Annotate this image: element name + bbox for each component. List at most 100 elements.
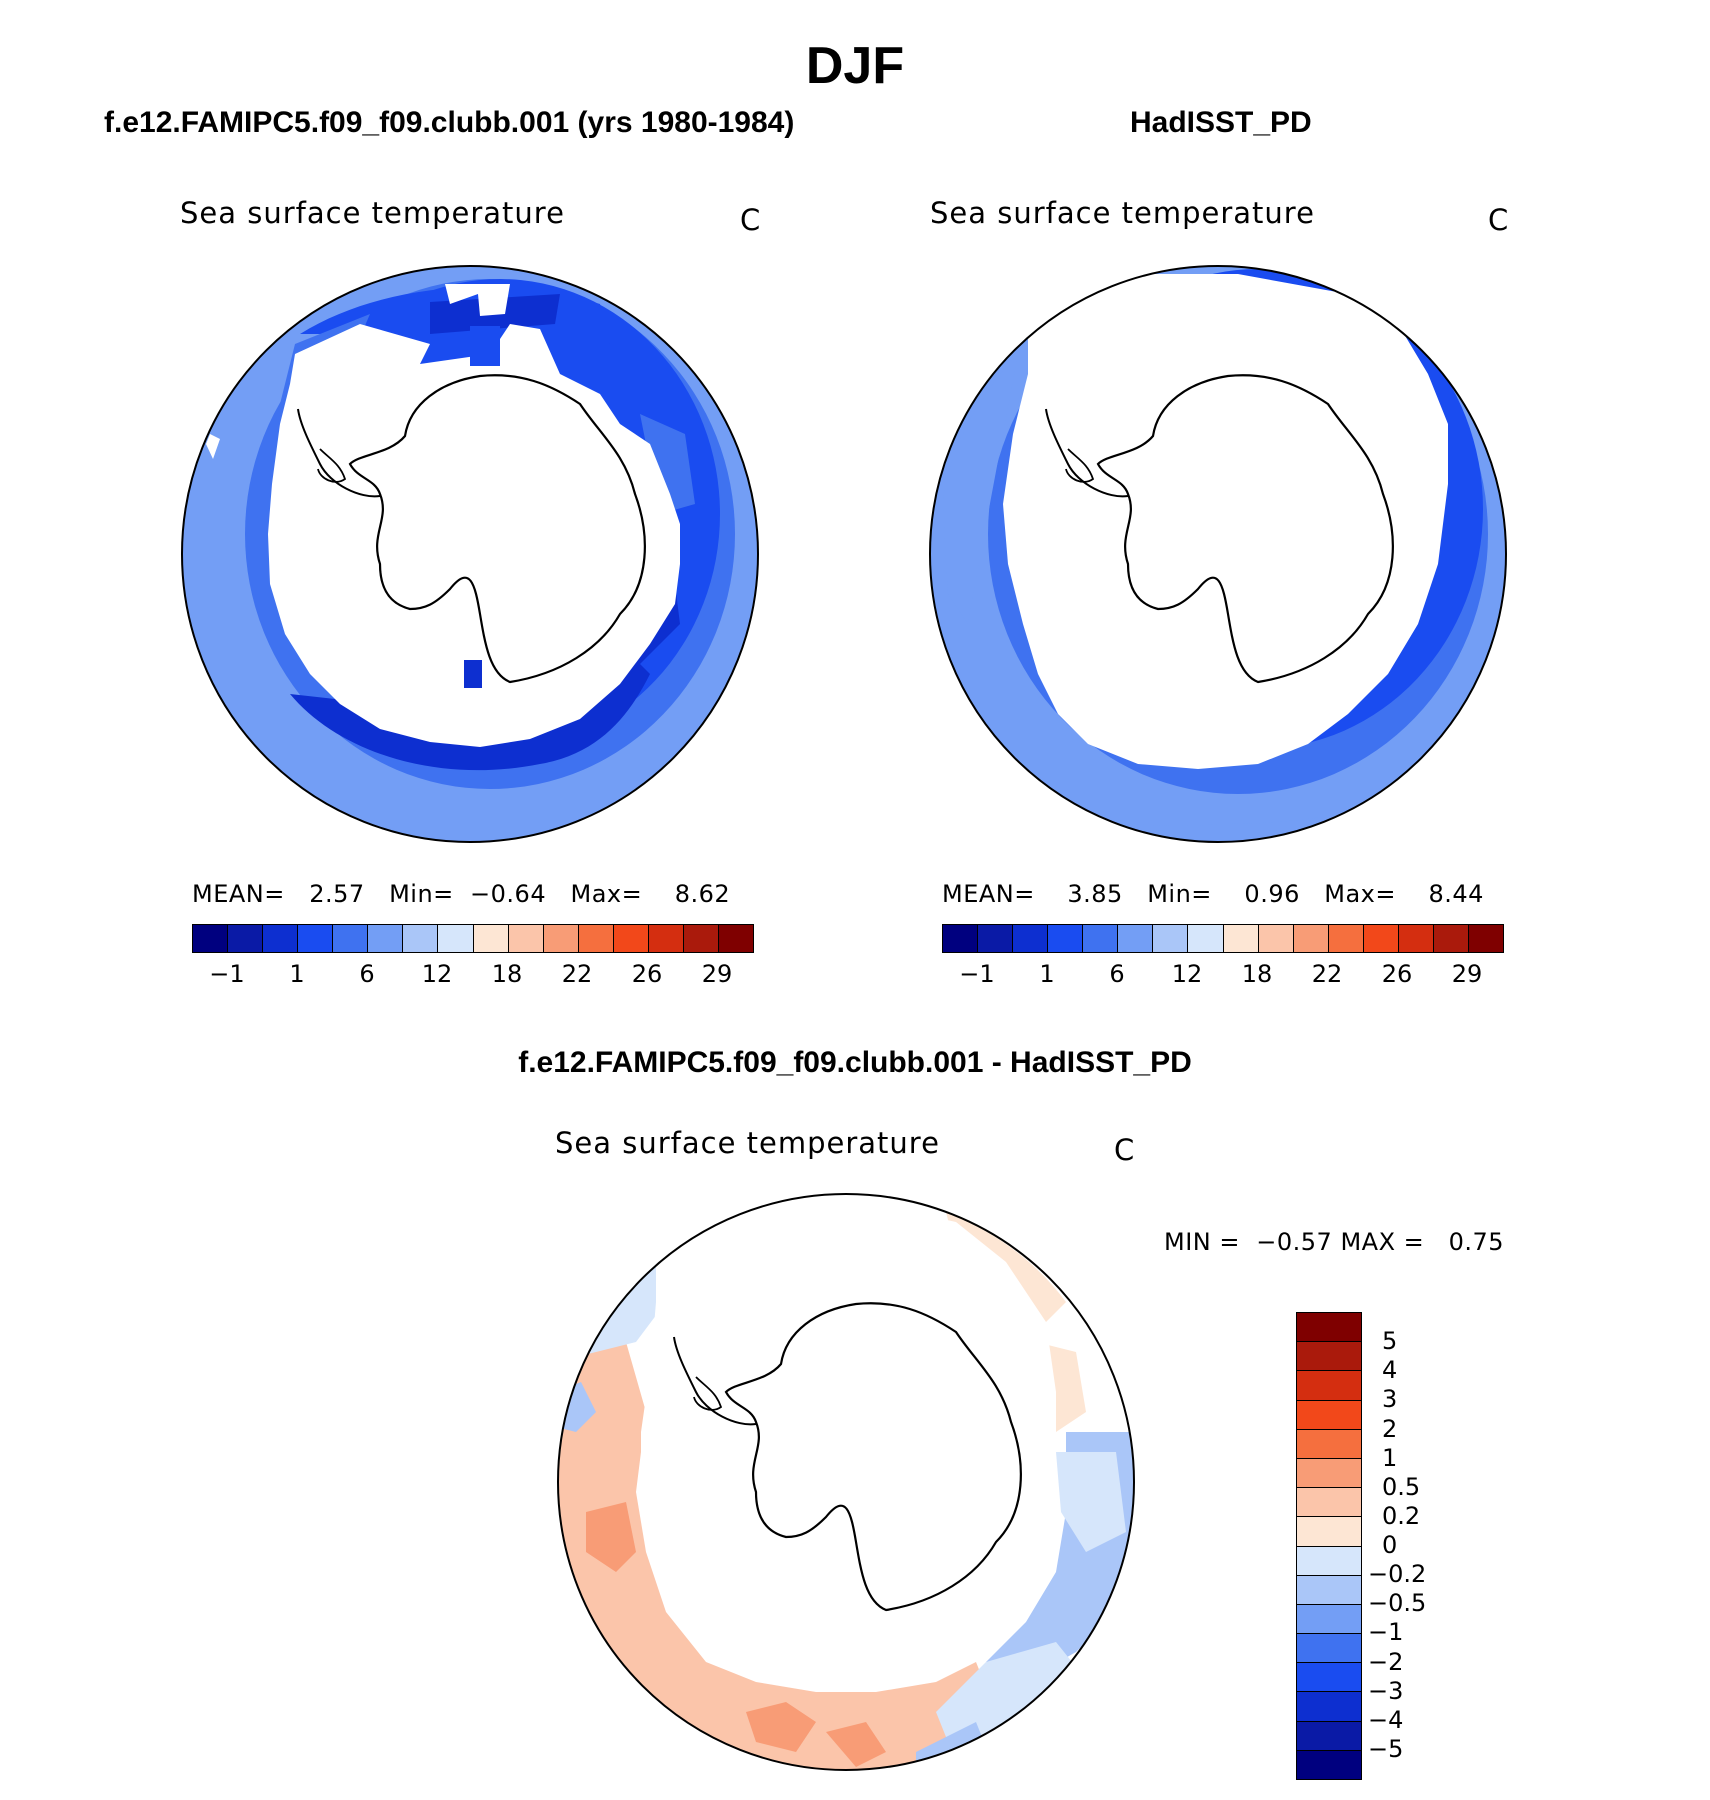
colorbar-tick-label: −5 [1368,1734,1404,1763]
panel-title-obs: HadISST_PD [1130,106,1312,139]
colorbar-swatch [613,925,649,952]
colorbar-swatch [1188,925,1224,952]
colorbar-swatch [1258,925,1294,952]
colorbar-swatch [1297,1488,1361,1518]
panel2-colorbar [942,924,1504,953]
colorbar-swatch [1297,1750,1361,1779]
colorbar-tick-label: 26 [631,960,663,988]
colorbar-swatch [1297,1663,1361,1693]
colorbar-tick-label: 12 [1171,960,1203,988]
colorbar-swatch [333,925,369,952]
colorbar-swatch [298,925,334,952]
colorbar-tick-label: 29 [1451,960,1483,988]
panel3-min-value: −0.57 [1256,1228,1333,1256]
panel3-stats: MIN = −0.57 MAX = 0.75 [1164,1228,1504,1256]
colorbar-tick-label: −1 [959,960,995,988]
colorbar-tick-label: −1 [209,960,245,988]
colorbar-swatch [1328,925,1364,952]
panel1-colorbar-ticks: −1 1 6 12 18 22 26 29 [192,960,752,990]
colorbar-swatch [508,925,544,952]
colorbar-swatch [1398,925,1434,952]
colorbar-tick-label: 26 [1381,960,1413,988]
colorbar-swatch [543,925,579,952]
colorbar-tick-label: 4 [1382,1356,1398,1385]
panel1-min-label: Min= [389,880,454,908]
colorbar-swatch [578,925,614,952]
colorbar-swatch [473,925,509,952]
colorbar-tick-label: 0.5 [1382,1472,1421,1501]
panel1-stats: MEAN= 2.57 Min= −0.64 Max= 8.62 [192,880,730,908]
panel2-colorbar-ticks: −1 1 6 12 18 22 26 29 [942,960,1502,990]
colorbar-swatch [1297,1546,1361,1576]
panel1-polar-map [181,265,759,843]
colorbar-swatch [1297,1517,1361,1547]
panel1-max-value: 8.62 [674,880,731,908]
colorbar-swatch [228,925,264,952]
panel-title-model: f.e12.FAMIPC5.f09_f09.clubb.001 (yrs 198… [104,106,795,139]
panel2-max-label: Max= [1324,880,1396,908]
colorbar-swatch [1048,925,1084,952]
colorbar-swatch [1293,925,1329,952]
colorbar-swatch [263,925,299,952]
panel2-min-label: Min= [1147,880,1212,908]
colorbar-tick-label: −0.5 [1368,1589,1427,1618]
colorbar-swatch [1118,925,1154,952]
colorbar-swatch [683,925,719,952]
colorbar-swatch [1297,1313,1361,1343]
colorbar-tick-label: 3 [1382,1385,1398,1414]
panel1-variable-label: Sea surface temperature [180,196,565,230]
panel1-mean-label: MEAN= [192,880,285,908]
panel2-min-value: 0.96 [1244,880,1300,908]
colorbar-swatch [1297,1692,1361,1722]
colorbar-tick-label: 6 [359,960,375,988]
colorbar-swatch [368,925,404,952]
colorbar-tick-label: −2 [1368,1647,1404,1676]
colorbar-tick-label: 2 [1382,1414,1398,1443]
panel2-mean-value: 3.85 [1067,880,1123,908]
colorbar-swatch [1363,925,1399,952]
colorbar-tick-label: 1 [1382,1443,1398,1472]
panel2-units-label: C [1488,203,1509,237]
colorbar-swatch [1297,1458,1361,1489]
panel2-stats: MEAN= 3.85 Min= 0.96 Max= 8.44 [942,880,1484,908]
colorbar-swatch [1297,1575,1361,1605]
colorbar-swatch [1297,1400,1361,1430]
colorbar-swatch [193,925,229,952]
panel3-polar-map [557,1193,1135,1771]
colorbar-tick-label: 0.2 [1382,1501,1421,1530]
colorbar-swatch [718,925,753,952]
colorbar-tick-label: 6 [1109,960,1125,988]
panel3-units-label: C [1114,1133,1135,1167]
panel-title-diff: f.e12.FAMIPC5.f09_f09.clubb.001 - HadISS… [518,1046,1192,1079]
colorbar-tick-label: −0.2 [1368,1560,1427,1589]
panel3-colorbar [1296,1312,1362,1780]
panel2-variable-label: Sea surface temperature [930,196,1315,230]
colorbar-tick-label: 1 [289,960,305,988]
colorbar-tick-label: 5 [1382,1327,1398,1356]
panel2-polar-map [929,265,1507,843]
colorbar-tick-label: −3 [1368,1676,1404,1705]
panel2-mean-label: MEAN= [942,880,1035,908]
colorbar-tick-label: 29 [701,960,733,988]
colorbar-tick-label: 1 [1039,960,1055,988]
colorbar-swatch [943,925,979,952]
colorbar-swatch [1223,925,1259,952]
colorbar-swatch [1013,925,1049,952]
colorbar-swatch [1297,1371,1361,1401]
panel3-colorbar-ticks: 5 4 3 2 1 0.5 0.2 0 −0.2 −0.5 −1 −2 −3 −4 −5 [1368,1312,1448,1778]
colorbar-swatch [1468,925,1503,952]
colorbar-swatch [1083,925,1119,952]
panel3-max-value: 0.75 [1448,1228,1505,1256]
panel1-min-value: −0.64 [470,880,547,908]
panel1-units-label: C [740,203,761,237]
colorbar-swatch [403,925,439,952]
colorbar-swatch [438,925,474,952]
colorbar-swatch [648,925,684,952]
colorbar-swatch [1297,1634,1361,1664]
colorbar-swatch [1297,1604,1361,1635]
colorbar-tick-label: 12 [421,960,453,988]
panel2-max-value: 8.44 [1428,880,1484,908]
colorbar-swatch [1297,1342,1361,1372]
colorbar-tick-label: 18 [1241,960,1273,988]
colorbar-swatch [1297,1721,1361,1751]
